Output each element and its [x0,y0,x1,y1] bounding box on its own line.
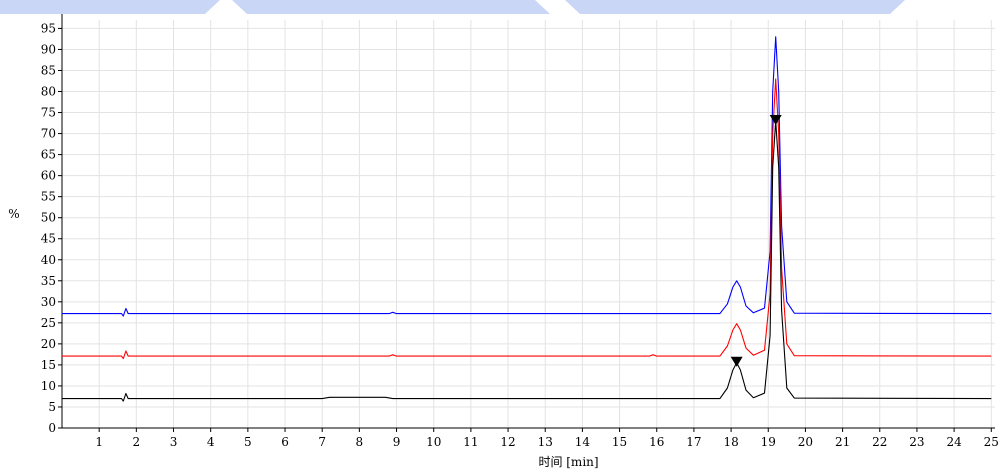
x-tick-label: 24 [946,435,962,449]
x-tick-label: 12 [500,435,515,449]
x-tick-label: 25 [984,435,998,449]
x-tick-label: 4 [207,435,215,449]
x-tick-label: 23 [909,435,924,449]
x-tick-label: 15 [612,435,627,449]
y-tick-label: 40 [41,253,56,267]
x-tick-label: 8 [356,435,364,449]
y-tick-label: 35 [41,274,56,288]
axes: 1 2 3 4 5 6 7 8 9 10 11 12 13 14 15 16 17 18 19 20 21 22 23 24 2… [41,14,998,449]
x-tick-label: 6 [281,435,289,449]
x-tick-label: 21 [835,435,850,449]
y-tick-label: 20 [41,337,56,351]
x-tick-label: 1 [95,435,103,449]
y-tick-label: 70 [41,127,56,141]
x-tick-label: 19 [761,435,776,449]
y-tick-label: 80 [41,85,56,99]
x-tick-label: 2 [133,435,141,449]
y-tick-label: 5 [48,400,56,414]
peak-marker [730,356,743,367]
y-tick-label: 50 [41,211,56,225]
x-axis-title: 时间 [min] [538,455,598,469]
x-tick-label: 11 [463,435,478,449]
x-tick-label: 14 [575,435,591,449]
x-tick-label: 16 [649,435,664,449]
grid [62,20,995,428]
series-layer [62,36,992,402]
series-line [62,120,992,402]
x-tick-label: 13 [538,435,553,449]
y-tick-label: 30 [41,295,56,309]
y-tick-label: 65 [41,148,56,162]
y-tick-label: 85 [41,63,56,77]
x-tick-label: 17 [686,435,701,449]
y-tick-label: 15 [41,358,56,372]
x-tick-label: 9 [393,435,401,449]
y-tick-label: 95 [41,21,56,35]
x-tick-label: 7 [318,435,326,449]
y-tick-label: 55 [41,190,56,204]
y-tick-label: 60 [41,169,56,183]
y-tick-label: 25 [41,316,56,330]
y-tick-label: 90 [41,42,56,56]
peak-markers [730,114,782,367]
x-tick-label: 20 [798,435,813,449]
series-line [62,36,992,317]
x-tick-label: 3 [170,435,178,449]
y-tick-label: 0 [48,421,56,435]
x-tick-label: 10 [426,435,441,449]
x-tick-label: 18 [723,435,738,449]
y-tick-label: 10 [41,379,56,393]
peak-marker [769,114,782,125]
x-tick-label: 5 [244,435,252,449]
y-axis-title: % [8,207,19,221]
y-tick-label: 45 [41,232,56,246]
y-tick-label: 75 [41,106,56,120]
series-line [62,78,992,360]
x-tick-label: 22 [872,435,887,449]
